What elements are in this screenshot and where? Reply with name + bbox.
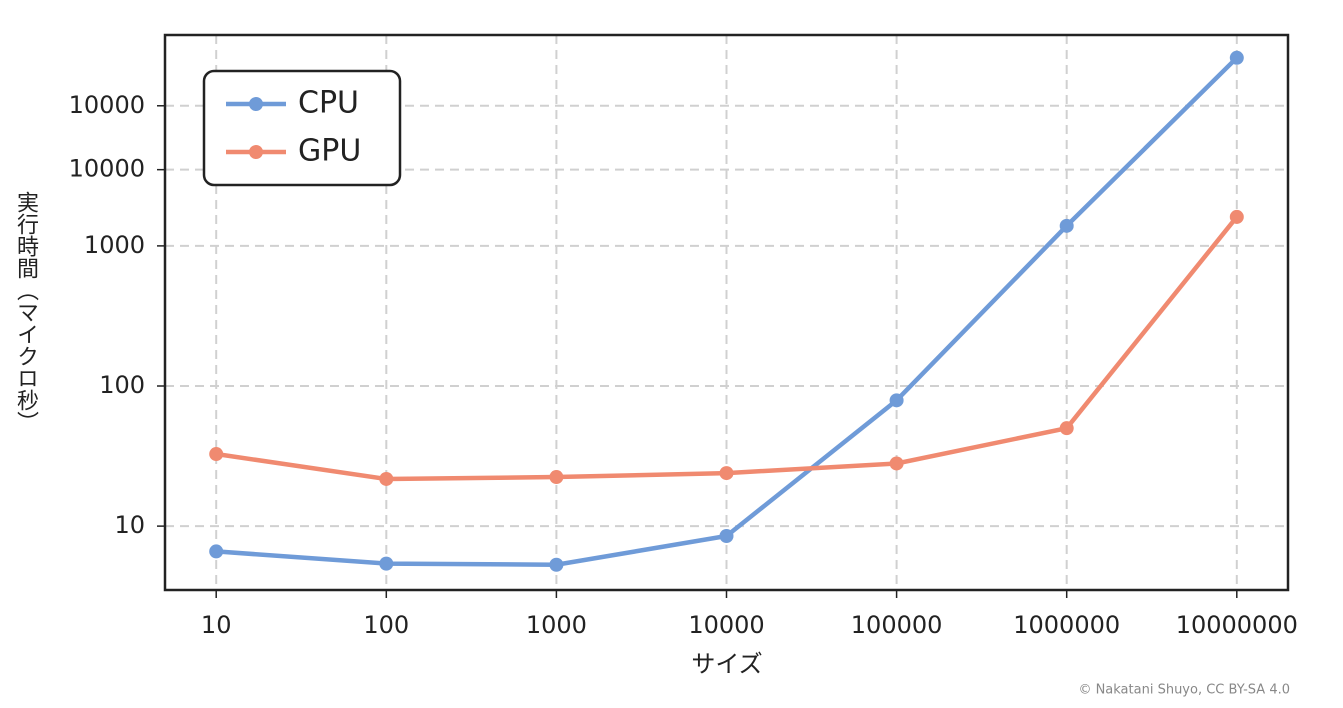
y-tick-label: 10000 [69,155,145,183]
point [1059,421,1074,436]
y-tick-label: 10000 [69,91,145,119]
x-tick-label: 10000 [688,611,764,639]
x-tick-label: 10 [201,611,232,639]
point [1229,209,1244,224]
point [549,470,564,485]
y-tick-label: 1000 [84,231,145,259]
credit: © Nakatani Shuyo, CC BY-SA 4.0 [1078,683,1290,698]
legend-marker [249,145,263,159]
x-tick-label: 100 [363,611,409,639]
point [889,456,904,471]
legend-label: GPU [298,134,361,169]
y-tick-label: 10 [114,511,145,539]
legend-label: CPU [298,86,359,121]
point [209,544,224,559]
point [379,556,394,571]
point [209,447,224,462]
x-tick-label: 1000000 [1013,611,1120,639]
point [1229,50,1244,65]
x-tick-label: 1000 [526,611,587,639]
plot-frame [163,33,1290,592]
legend-marker [249,97,263,111]
y-tick-label: 100 [99,371,145,399]
line [215,215,1239,482]
x-tick-label: 10000000 [1176,611,1298,639]
y-axis-label: 実行時間（マイクロ秒） [13,191,39,433]
point [1059,218,1074,233]
point [719,529,734,544]
x-tick-label: 100000 [851,611,943,639]
point [379,471,394,486]
point [549,557,564,572]
point [719,466,734,481]
point [889,393,904,408]
x-axis-label: サイズ [691,650,762,678]
